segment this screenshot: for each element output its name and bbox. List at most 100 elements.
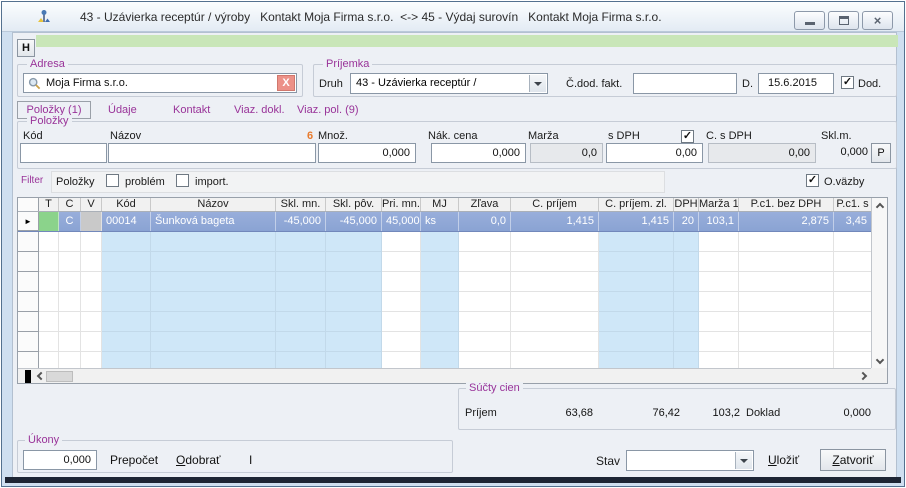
ovazby-checkbox[interactable]: ✓ — [806, 174, 819, 187]
p-button[interactable]: P — [871, 143, 891, 163]
table-row[interactable] — [18, 232, 871, 252]
table-row[interactable] — [18, 272, 871, 292]
column-header[interactable]: MJ — [421, 198, 459, 211]
grid-corner-marker — [25, 370, 31, 383]
clear-address-button[interactable]: X — [277, 75, 295, 91]
column-header[interactable]: Zľava — [459, 198, 511, 211]
close-button[interactable]: × — [862, 11, 893, 30]
table-cell: 0,0 — [459, 212, 511, 231]
window-controls: × — [794, 11, 893, 30]
polozky-group-label: Položky — [27, 115, 72, 127]
column-header[interactable]: DPH — [674, 198, 699, 211]
ulozit-button[interactable]: Uložiť — [768, 453, 800, 467]
polozky-group — [17, 121, 897, 169]
ukony-group-label: Úkony — [25, 434, 63, 446]
c-s-dph-label: C. s DPH — [706, 130, 752, 142]
problem-label: problém — [125, 176, 165, 188]
dod-checkbox[interactable]: ✓ — [841, 76, 854, 89]
window-title: 43 - Uzávierka receptúr / výroby Kontakt… — [80, 10, 662, 24]
mnoz-label: Množ. — [318, 130, 348, 142]
nazov-input[interactable] — [108, 143, 316, 163]
tab-kontakt[interactable]: Kontakt — [173, 104, 211, 116]
selected-table-row[interactable]: ► C 00014 Šunková bageta -45,000 -45,000 45,00… — [18, 212, 871, 232]
cdod-fakt-input[interactable] — [633, 73, 737, 94]
table-cell: 2,875 — [739, 212, 834, 231]
grid-header: T C V Kód Názov Skl. mn. Skl. pôv. Pri. mn. MJ Zľ… — [18, 198, 871, 212]
table-row[interactable] — [18, 332, 871, 352]
table-row[interactable] — [18, 352, 871, 368]
nak-cena-input[interactable]: 0,000 — [431, 143, 526, 163]
column-header[interactable]: Pri. mn. — [382, 198, 421, 211]
h-button[interactable]: H — [17, 39, 35, 57]
check-icon: ✓ — [842, 76, 853, 88]
s-dph-input[interactable]: 0,00 — [606, 143, 703, 163]
column-header[interactable]: V — [81, 198, 102, 211]
column-header[interactable]: C. príjem — [511, 198, 599, 211]
chevron-right-icon — [858, 371, 867, 381]
problem-checkbox[interactable] — [106, 174, 119, 187]
zatvorit-button[interactable]: Zatvoriť — [820, 449, 886, 471]
kod-input[interactable] — [20, 143, 107, 163]
chevron-down-icon — [740, 458, 748, 463]
column-header[interactable]: P.c1. s — [834, 198, 871, 211]
scroll-up-button[interactable] — [872, 198, 887, 212]
doklad-value: 0,000 — [843, 407, 871, 419]
column-header[interactable]: C. príjem. zl. — [599, 198, 674, 211]
adresa-input[interactable]: Moja Firma s.r.o. X — [23, 73, 297, 93]
table-row[interactable] — [18, 292, 871, 312]
skl-m-label: Skl.m. — [821, 130, 852, 142]
tab-polozky[interactable]: Položky (1) — [17, 101, 91, 119]
scroll-left-button[interactable] — [32, 369, 46, 383]
ukony-input[interactable]: 0,000 — [23, 450, 97, 470]
column-header[interactable]: C — [59, 198, 81, 211]
clear-x-icon: X — [282, 77, 290, 89]
stav-select[interactable] — [626, 450, 754, 471]
minimize-button[interactable] — [794, 11, 825, 30]
window-bottom-edge — [5, 477, 901, 483]
scroll-down-button[interactable] — [872, 354, 887, 368]
table-cell: 20 — [674, 212, 699, 231]
s-dph-checkbox[interactable]: ✓ — [681, 130, 694, 143]
vertical-scrollbar[interactable] — [871, 198, 887, 368]
horizontal-scrollbar[interactable] — [18, 368, 871, 383]
prepocet-button[interactable]: Prepočet — [110, 453, 159, 467]
druh-select[interactable]: 43 - Uzávierka receptúr / — [350, 73, 548, 94]
i-button[interactable]: I — [249, 453, 253, 467]
stav-dropdown-button[interactable] — [735, 452, 752, 469]
doklad-label: Doklad — [746, 407, 781, 419]
stav-label: Stav — [596, 454, 621, 468]
column-header[interactable]: T — [39, 198, 59, 211]
table-row[interactable] — [18, 252, 871, 272]
import-label: import. — [195, 176, 229, 188]
column-header[interactable]: Názov — [151, 198, 276, 211]
column-header[interactable]: Marža 1 — [699, 198, 739, 211]
table-cell: 00014 — [102, 212, 151, 231]
horizontal-scroll-thumb[interactable] — [46, 371, 73, 382]
tab-viaz-pol[interactable]: Viaz. pol. (9) — [297, 104, 359, 116]
column-header[interactable]: Skl. mn. — [276, 198, 326, 211]
status-bar-green — [36, 35, 898, 47]
adresa-group-label: Adresa — [27, 58, 68, 70]
items-grid: T C V Kód Názov Skl. mn. Skl. pôv. Pri. mn. MJ Zľ… — [17, 197, 888, 384]
column-header[interactable]: Kód — [102, 198, 151, 211]
column-header[interactable]: P.c1. bez DPH — [739, 198, 834, 211]
ovazby-label: O.väzby — [824, 176, 865, 188]
table-row[interactable] — [18, 312, 871, 332]
scroll-right-button[interactable] — [857, 369, 871, 383]
odobrat-button[interactable]: Odobrať — [176, 453, 221, 467]
tab-viaz-dokl[interactable]: Viaz. dokl. — [234, 104, 285, 116]
nazov-label: Názov — [110, 130, 142, 142]
restore-button[interactable] — [828, 11, 859, 30]
tab-udaje[interactable]: Údaje — [108, 104, 137, 116]
column-header[interactable]: Skl. pôv. — [326, 198, 382, 211]
mnoz-input[interactable]: 0,000 — [318, 143, 416, 163]
filter-box — [51, 171, 665, 193]
date-input[interactable]: 15.6.2015 — [758, 73, 834, 94]
table-cell: 3,45 — [834, 212, 871, 231]
table-cell: 1,415 — [511, 212, 599, 231]
import-checkbox[interactable] — [176, 174, 189, 187]
chevron-left-icon — [36, 371, 45, 381]
druh-label: Druh — [319, 78, 343, 90]
table-cell: C — [59, 212, 81, 231]
druh-dropdown-button[interactable] — [529, 75, 546, 92]
